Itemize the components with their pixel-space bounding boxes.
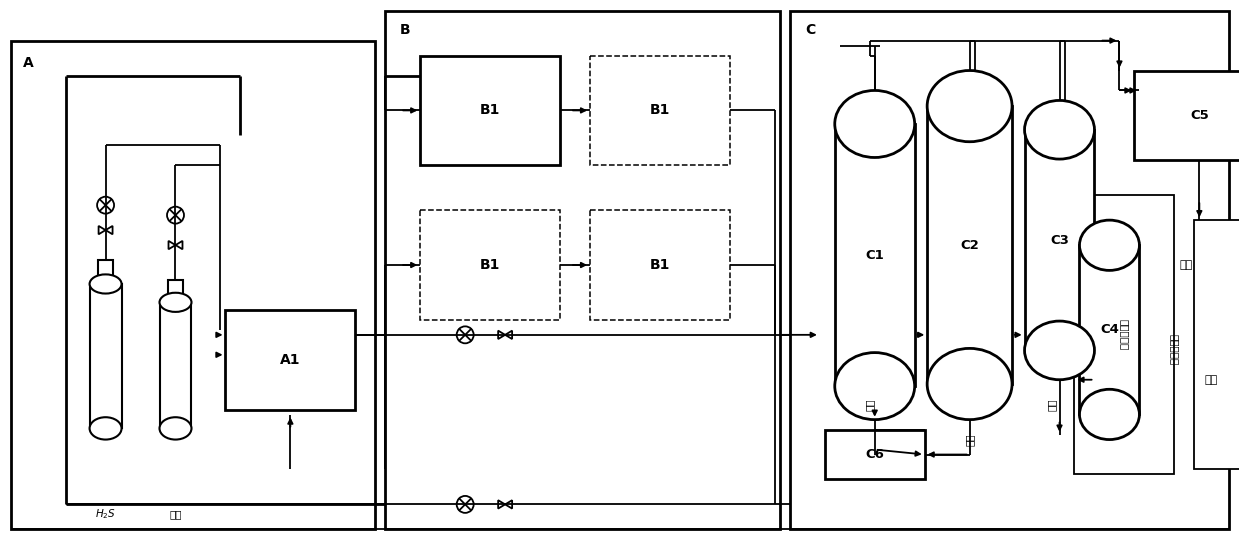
Ellipse shape — [160, 293, 191, 312]
Text: A1: A1 — [280, 353, 300, 367]
Ellipse shape — [1080, 389, 1140, 440]
Ellipse shape — [160, 417, 191, 440]
Ellipse shape — [89, 274, 122, 294]
Text: 尾气: 尾气 — [1179, 260, 1193, 270]
Text: B1: B1 — [480, 104, 500, 118]
Ellipse shape — [1080, 220, 1140, 270]
Bar — [11, 41, 376, 530]
Text: $H_2S$: $H_2S$ — [95, 507, 117, 521]
Text: 氢气: 氢气 — [1204, 375, 1218, 385]
Text: C3: C3 — [1050, 234, 1069, 247]
Bar — [790, 11, 1229, 530]
Text: B1: B1 — [480, 258, 500, 272]
Bar — [89, 284, 122, 428]
Bar — [590, 55, 730, 165]
Text: 解吸硫化氢: 解吸硫化氢 — [1120, 319, 1130, 351]
Text: C1: C1 — [866, 249, 884, 262]
Text: B: B — [401, 23, 410, 37]
Ellipse shape — [835, 353, 915, 420]
Bar — [1080, 246, 1140, 415]
Text: 液硫: 液硫 — [864, 398, 874, 411]
Text: A: A — [22, 55, 33, 69]
Ellipse shape — [1024, 321, 1095, 380]
Text: 固硫: 固硫 — [965, 433, 975, 446]
Bar — [386, 11, 780, 530]
Text: C: C — [805, 23, 815, 37]
Bar — [825, 430, 925, 480]
Ellipse shape — [835, 91, 915, 158]
Bar — [420, 210, 560, 320]
Bar — [98, 260, 113, 284]
Bar — [1194, 220, 1240, 469]
Bar — [1075, 195, 1174, 474]
Bar — [169, 280, 182, 302]
Text: 胺液: 胺液 — [1047, 398, 1056, 411]
Bar — [928, 106, 1012, 384]
Bar — [835, 124, 915, 386]
Bar — [420, 55, 560, 165]
Text: C2: C2 — [960, 238, 980, 251]
Ellipse shape — [928, 70, 1012, 141]
Ellipse shape — [89, 417, 122, 440]
Bar — [1135, 70, 1240, 160]
Text: C6: C6 — [866, 448, 884, 461]
Ellipse shape — [1024, 100, 1095, 159]
Ellipse shape — [928, 349, 1012, 420]
Bar — [590, 210, 730, 320]
Bar — [160, 302, 191, 428]
Text: C4: C4 — [1100, 324, 1118, 337]
Bar — [1024, 130, 1095, 350]
Text: B1: B1 — [650, 104, 670, 118]
Text: B1: B1 — [650, 258, 670, 272]
Bar — [226, 310, 356, 410]
Text: 载气: 载气 — [169, 509, 182, 519]
Text: C5: C5 — [1190, 109, 1209, 122]
Text: 解吸硫化氢: 解吸硫化氢 — [1169, 334, 1179, 365]
